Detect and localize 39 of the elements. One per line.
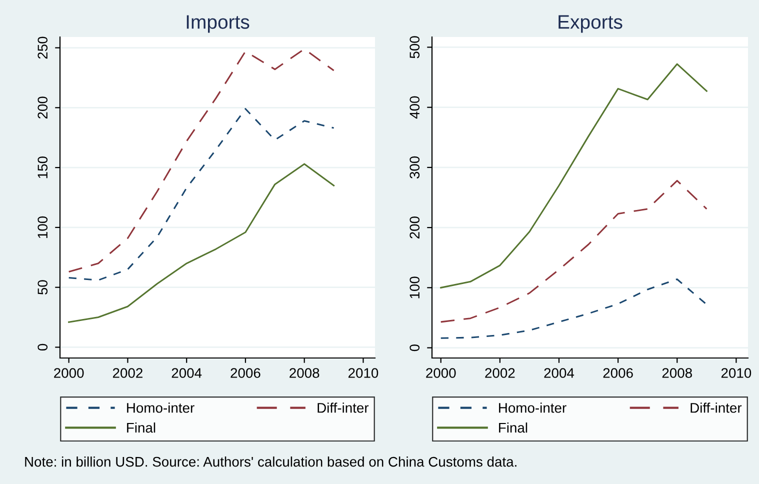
y-tick-label: 100 (38, 216, 48, 238)
x-tick-label: 2000 (54, 368, 84, 378)
legend-label: Final (127, 422, 156, 433)
x-tick-label: 2004 (172, 368, 202, 378)
x-tick-label: 2006 (603, 368, 633, 378)
y-tick-label: 250 (38, 36, 48, 59)
x-tick-label: 2010 (721, 368, 752, 378)
x-tick-label: 2006 (230, 368, 260, 378)
line-series (68, 48, 335, 273)
line-series (440, 278, 708, 339)
y-tick-label: 0 (38, 344, 48, 351)
y-tick-label: 300 (410, 156, 420, 178)
legend-label: Final (499, 422, 528, 433)
y-tick-label: 100 (410, 276, 420, 298)
text: Note: in billion USD. Source: Authors' calculation based on China Customs data. (25, 456, 516, 467)
y-tick-label: 200 (410, 216, 420, 238)
line-series (440, 180, 708, 323)
y-tick-label: 400 (410, 96, 420, 119)
legend-label: Homo-inter (499, 402, 566, 413)
chart-title: Exports (558, 15, 622, 33)
x-tick-label: 2010 (348, 368, 378, 378)
line-series (440, 63, 708, 288)
legend-label: Diff-inter (690, 402, 742, 413)
y-tick-label: 50 (38, 280, 48, 294)
x-tick-label: 2008 (290, 368, 320, 378)
y-tick-label: 0 (410, 344, 420, 352)
chart-title: Imports (186, 15, 250, 33)
legend-label: Diff-inter (318, 402, 369, 413)
x-tick-label: 2002 (112, 368, 142, 378)
y-tick-label: 200 (38, 96, 48, 119)
y-tick-label: 150 (38, 156, 48, 178)
x-tick-label: 2004 (544, 368, 574, 378)
line-series (68, 163, 335, 323)
y-tick-label: 500 (410, 36, 420, 58)
line-series (68, 108, 335, 281)
x-tick-label: 2000 (426, 368, 456, 378)
x-tick-label: 2008 (662, 368, 692, 378)
legend-label: Homo-inter (127, 402, 194, 413)
x-tick-label: 2002 (485, 368, 515, 378)
